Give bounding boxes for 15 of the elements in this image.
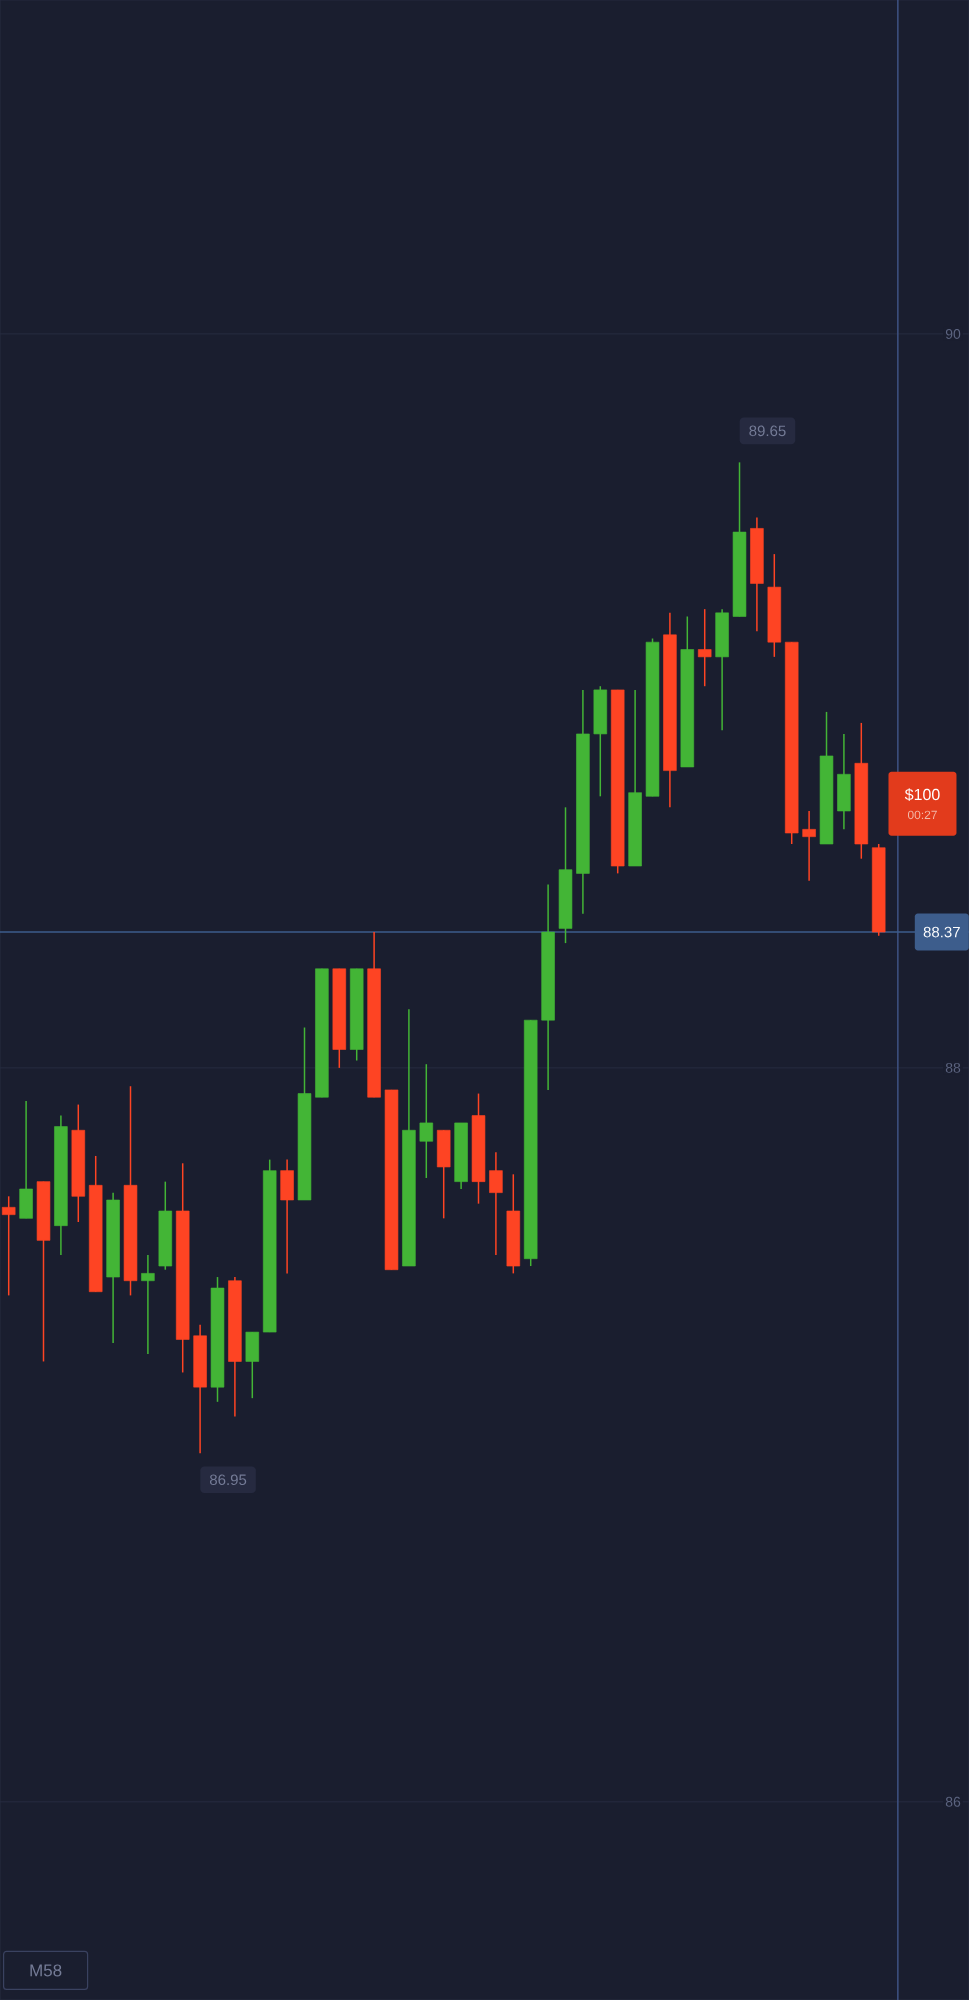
annotation: 86.95 xyxy=(209,1474,247,1486)
text: $100 xyxy=(904,788,940,802)
candlestick xyxy=(141,1254,155,1355)
ref-line-label: 88.37 xyxy=(923,926,960,938)
y-tick-label: 86 xyxy=(945,1796,961,1807)
annotation: 89.65 xyxy=(749,425,786,437)
candlestick xyxy=(697,608,712,687)
y-tick-label: 88 xyxy=(945,1062,961,1073)
candlestick xyxy=(1,1195,16,1297)
candlestick xyxy=(802,810,816,882)
y-tick-label: 90 xyxy=(945,328,961,339)
candlestick xyxy=(489,1151,503,1256)
candlestick xyxy=(419,1063,434,1179)
annotation: M58 xyxy=(30,1964,62,1977)
text: 00:27 xyxy=(907,810,937,820)
